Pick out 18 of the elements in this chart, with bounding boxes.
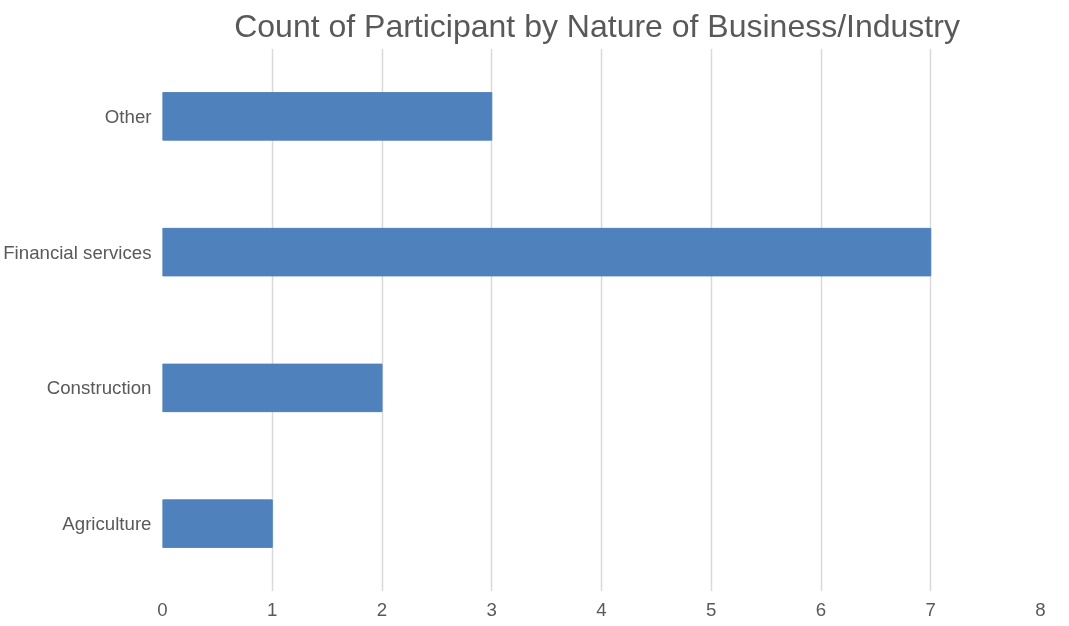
x-tick-label: 6 — [815, 598, 827, 620]
y-tick-label: Financial services — [3, 241, 152, 263]
y-tick-label: Other — [104, 105, 152, 127]
bar — [162, 499, 273, 548]
x-tick-label: 8 — [1035, 598, 1046, 620]
x-tick-label: 2 — [376, 598, 388, 620]
bar — [162, 363, 383, 413]
x-tick-label: 1 — [267, 598, 278, 620]
chart-title: Count of Participant by Nature of Business/Industry — [234, 7, 960, 44]
x-tick-label: 4 — [596, 598, 607, 620]
bar — [162, 92, 493, 141]
y-tick-label: Agriculture — [62, 513, 152, 535]
x-tick-label: 0 — [157, 598, 168, 620]
x-tick-label: 5 — [706, 598, 717, 620]
x-tick-label: 3 — [486, 598, 497, 620]
x-tick-label: 7 — [925, 598, 936, 620]
y-tick-label: Construction — [46, 377, 152, 399]
bar — [162, 227, 932, 277]
